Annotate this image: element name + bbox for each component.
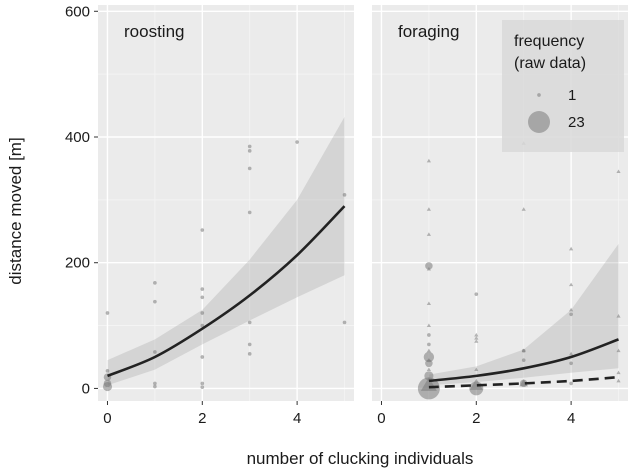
x-axis-title: number of clucking individuals [247, 449, 474, 468]
data-point [427, 342, 431, 347]
data-point [342, 193, 347, 197]
y-tick-label: 0 [82, 380, 90, 397]
data-point-triangle [474, 332, 479, 337]
y-tick-label: 400 [65, 129, 90, 146]
data-point [247, 342, 252, 347]
data-point [521, 358, 526, 362]
x-tick-label: 0 [377, 410, 385, 427]
legend-key [528, 110, 551, 134]
data-point-triangle [426, 348, 431, 353]
data-point [200, 355, 205, 359]
data-point [102, 381, 113, 392]
data-point-triangle [616, 378, 621, 383]
data-point [295, 140, 299, 144]
data-point-triangle [426, 232, 431, 236]
data-point [153, 384, 157, 389]
data-point-triangle [426, 301, 431, 306]
x-tick-label: 4 [567, 410, 575, 427]
legend-key [537, 93, 541, 97]
data-point-triangle [426, 158, 431, 163]
data-point-triangle [569, 246, 574, 251]
x-tick-label: 0 [103, 410, 111, 427]
data-point-triangle [616, 314, 621, 318]
data-point [247, 149, 252, 153]
data-point [425, 262, 433, 270]
data-point [423, 351, 435, 363]
data-point [200, 385, 205, 389]
data-point [200, 295, 205, 300]
data-point-triangle [426, 367, 431, 372]
panel-roosting: roosting [98, 5, 354, 401]
data-point [342, 320, 347, 325]
legend-label: 1 [568, 87, 576, 104]
data-point-triangle [469, 378, 483, 390]
data-point [569, 361, 573, 366]
data-point-triangle [474, 339, 479, 343]
y-tick-label: 200 [65, 255, 90, 272]
data-point [200, 228, 205, 232]
data-point-triangle [569, 351, 574, 356]
data-point [105, 369, 110, 373]
data-point-triangle [521, 207, 526, 211]
data-point-triangle [616, 370, 621, 375]
data-point [153, 299, 157, 304]
data-point [247, 320, 252, 325]
data-point-triangle [616, 348, 621, 353]
x-tick-label: 2 [198, 410, 206, 427]
data-point [569, 312, 573, 317]
fit-line [428, 338, 619, 383]
legend: frequency (raw data) 1 23 [502, 20, 624, 152]
fit-line-dashed [428, 375, 619, 389]
data-point [474, 292, 479, 296]
data-point-triangle [616, 169, 621, 174]
y-tick-label: 600 [65, 3, 90, 20]
data-point-triangle [426, 358, 431, 362]
data-point [247, 144, 252, 149]
confidence-band [107, 116, 345, 386]
y-axis-title: distance moved [m] [6, 137, 25, 284]
data-point [427, 333, 431, 337]
data-point [200, 323, 205, 328]
data-point [569, 381, 573, 386]
panel-label: foraging [398, 22, 459, 41]
data-point [200, 311, 205, 315]
data-point [247, 352, 252, 356]
data-point [105, 311, 110, 315]
data-point-triangle [474, 367, 479, 372]
data-point [200, 381, 205, 386]
data-point [200, 287, 205, 291]
legend-label: 23 [568, 114, 585, 131]
legend-box [502, 20, 624, 152]
data-point [247, 210, 252, 215]
data-point [153, 381, 157, 386]
x-tick-label: 4 [293, 410, 301, 427]
data-point-triangle [426, 323, 431, 328]
legend-title: frequency [514, 33, 584, 50]
fit-line [107, 205, 346, 378]
legend-title: (raw data) [514, 55, 586, 72]
data-point-triangle [569, 282, 574, 287]
data-point-triangle [474, 336, 479, 340]
data-point-triangle [521, 348, 526, 353]
confidence-band [428, 243, 619, 386]
data-point [153, 281, 157, 285]
axes: 0 2 4 0 2 4 0 200 400 600 [65, 3, 575, 427]
data-point-triangle [569, 307, 574, 312]
panel-background [98, 5, 354, 401]
data-point-triangle [426, 266, 431, 271]
x-tick-label: 2 [472, 410, 480, 427]
panel-label: roosting [124, 22, 184, 41]
data-point-triangle [426, 207, 431, 211]
data-point [247, 166, 252, 171]
data-point [153, 350, 157, 354]
